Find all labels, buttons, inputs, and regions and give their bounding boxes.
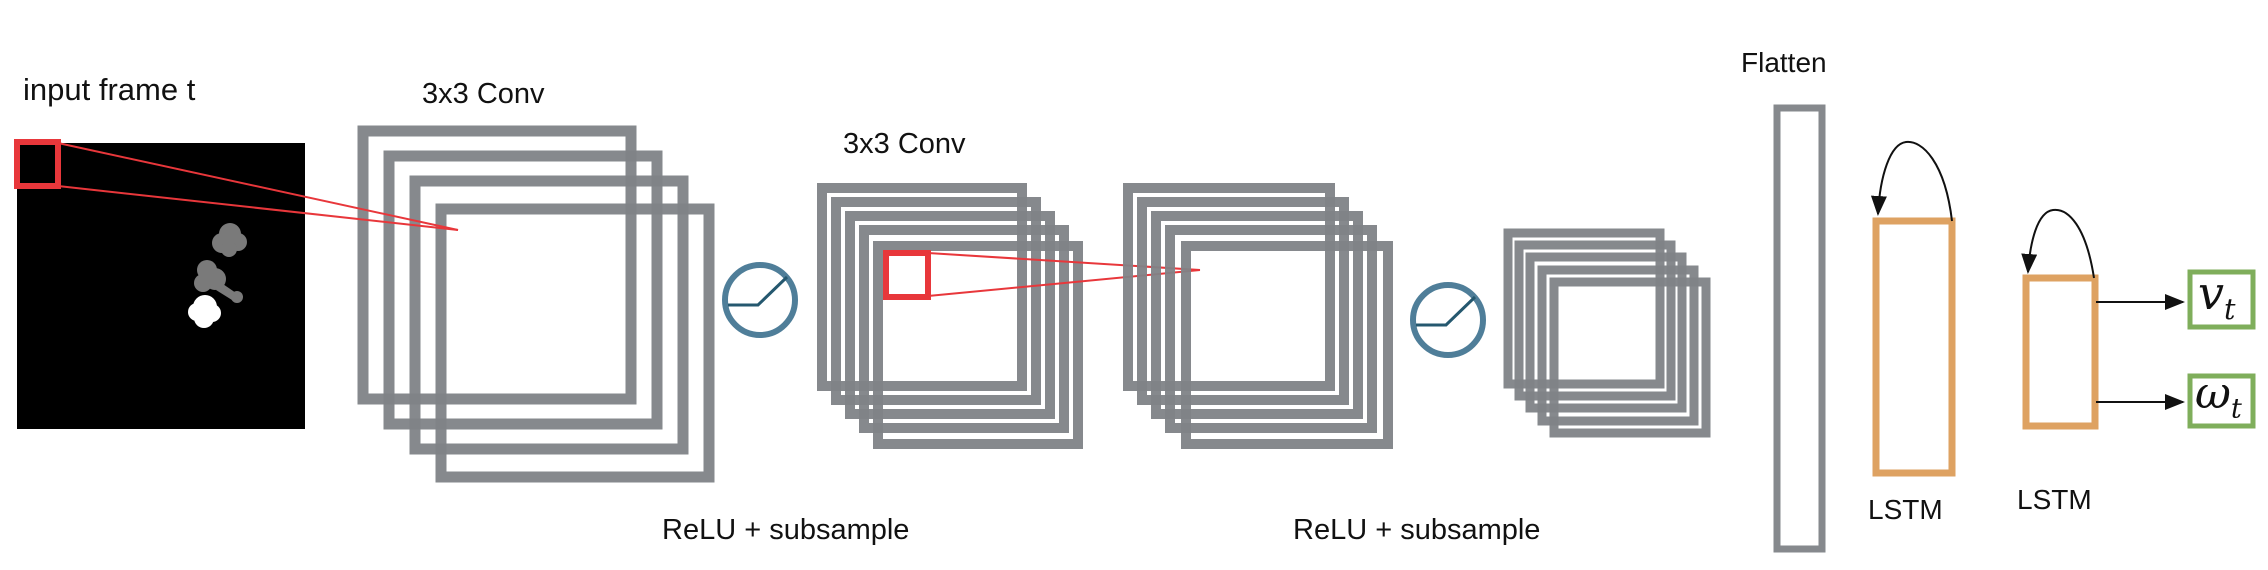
conv1-label: 3x3 Conv (422, 78, 545, 110)
conv1-map-1 (357, 125, 637, 405)
input-frame-label: input frame t (23, 72, 196, 107)
angular-output-box (2187, 373, 2256, 429)
relu-curve-icon-2 (1410, 282, 1486, 358)
input-blob-top (212, 223, 247, 257)
lstm1-label: LSTM (1868, 494, 1943, 525)
lstm1-box (1872, 217, 1956, 477)
kernel-projection-1 (14, 139, 459, 231)
input-blob-white (188, 295, 221, 328)
conv2-map-5 (873, 241, 1083, 449)
conv3-map-4 (1165, 225, 1377, 433)
lstm2-box (2022, 274, 2099, 430)
loop-arrow-icon-1 (1870, 140, 1953, 222)
conv1-map-2 (383, 150, 663, 430)
velocity-output-label: vt (2198, 266, 2236, 326)
conv4-map-5 (1549, 277, 1711, 438)
input-frame (17, 143, 305, 429)
relu-curve-icon-1 (722, 262, 798, 338)
relu1-label: ReLU + subsample (662, 514, 910, 546)
conv1-map-4 (435, 203, 715, 483)
loop-arrow-icon-2 (2021, 208, 2095, 279)
relu2-label: ReLU + subsample (1293, 514, 1541, 546)
conv2-label: 3x3 Conv (843, 128, 966, 160)
conv3-feature-maps (1123, 183, 1393, 449)
conv4-feature-maps (1503, 228, 1711, 438)
conv3-map-5 (1181, 241, 1393, 449)
input-blob-middle (194, 260, 243, 303)
conv1-map-3 (409, 175, 689, 455)
conv4-map-1 (1503, 228, 1665, 389)
conv2-map-4 (859, 225, 1069, 433)
flatten-vector (1773, 104, 1826, 553)
conv1-feature-maps (357, 125, 715, 483)
angular-output-label: ωt (2195, 368, 2242, 425)
flatten-label: Flatten (1741, 47, 1827, 78)
conv2-feature-maps (817, 183, 1083, 449)
conv4-map-2 (1514, 240, 1676, 401)
conv2-map-3 (845, 211, 1055, 419)
velocity-output-box (2187, 269, 2256, 330)
conv4-map-4 (1537, 265, 1699, 426)
conv3-map-1 (1123, 183, 1335, 391)
lstm2-label: LSTM (2017, 484, 2092, 515)
conv3-map-2 (1137, 197, 1349, 405)
conv2-map-2 (831, 197, 1041, 405)
conv3-map-3 (1151, 211, 1363, 419)
conv4-map-3 (1525, 252, 1687, 413)
